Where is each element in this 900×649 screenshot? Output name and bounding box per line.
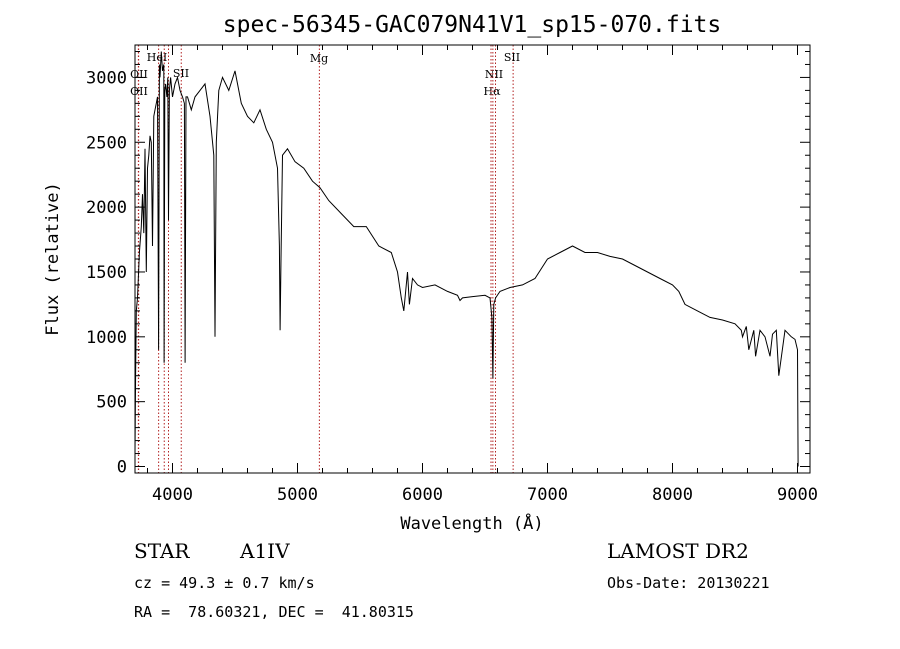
x-tick-label: 9000 bbox=[777, 485, 818, 505]
x-tick-label: 7000 bbox=[527, 485, 568, 505]
chart-title: spec-56345-GAC079N41V1_sp15-070.fits bbox=[223, 12, 722, 38]
x-tick-label: 8000 bbox=[652, 485, 693, 505]
y-ticks: 0 500 1000 1500 2000 2500 3000 bbox=[86, 50, 810, 478]
x-ticks: 4000 5000 6000 7000 8000 9000 bbox=[147, 45, 818, 505]
x-tick-label: 4000 bbox=[152, 485, 193, 505]
line-marker-label: SII bbox=[504, 51, 520, 64]
plot-frame bbox=[134, 44, 811, 474]
x-tick-label: 6000 bbox=[402, 485, 443, 505]
line-marker-label: SII bbox=[173, 67, 189, 80]
spectrum-line bbox=[134, 51, 799, 467]
object-subclass: A1IV bbox=[240, 539, 290, 563]
y-tick-label: 0 bbox=[117, 458, 127, 478]
coordinates: RA = 78.60321, DEC = 41.80315 bbox=[134, 603, 414, 621]
y-tick-label: 1500 bbox=[86, 263, 127, 283]
y-tick-label: 1000 bbox=[86, 328, 127, 348]
survey-name: LAMOST DR2 bbox=[607, 539, 749, 563]
x-axis-label: Wavelength (Å) bbox=[400, 512, 543, 534]
y-tick-label: 3000 bbox=[86, 68, 127, 88]
y-axis-label: Flux (relative) bbox=[43, 182, 63, 336]
line-marker-label: Hα bbox=[483, 85, 501, 98]
obs-date: Obs-Date: 20130221 bbox=[607, 574, 770, 592]
line-marker-label: Mg bbox=[310, 52, 328, 65]
cz-value: cz = 49.3 ± 0.7 km/s bbox=[134, 574, 315, 592]
line-markers: OIIOIIHeISIIMgNIIHαSII bbox=[130, 45, 520, 473]
line-marker-label: NII bbox=[485, 68, 503, 81]
y-tick-label: 500 bbox=[96, 393, 127, 413]
y-tick-label: 2000 bbox=[86, 198, 127, 218]
line-marker-label: OII bbox=[130, 85, 148, 98]
x-tick-label: 5000 bbox=[277, 485, 318, 505]
object-class: STAR bbox=[134, 539, 190, 563]
y-tick-label: 2500 bbox=[86, 133, 127, 153]
